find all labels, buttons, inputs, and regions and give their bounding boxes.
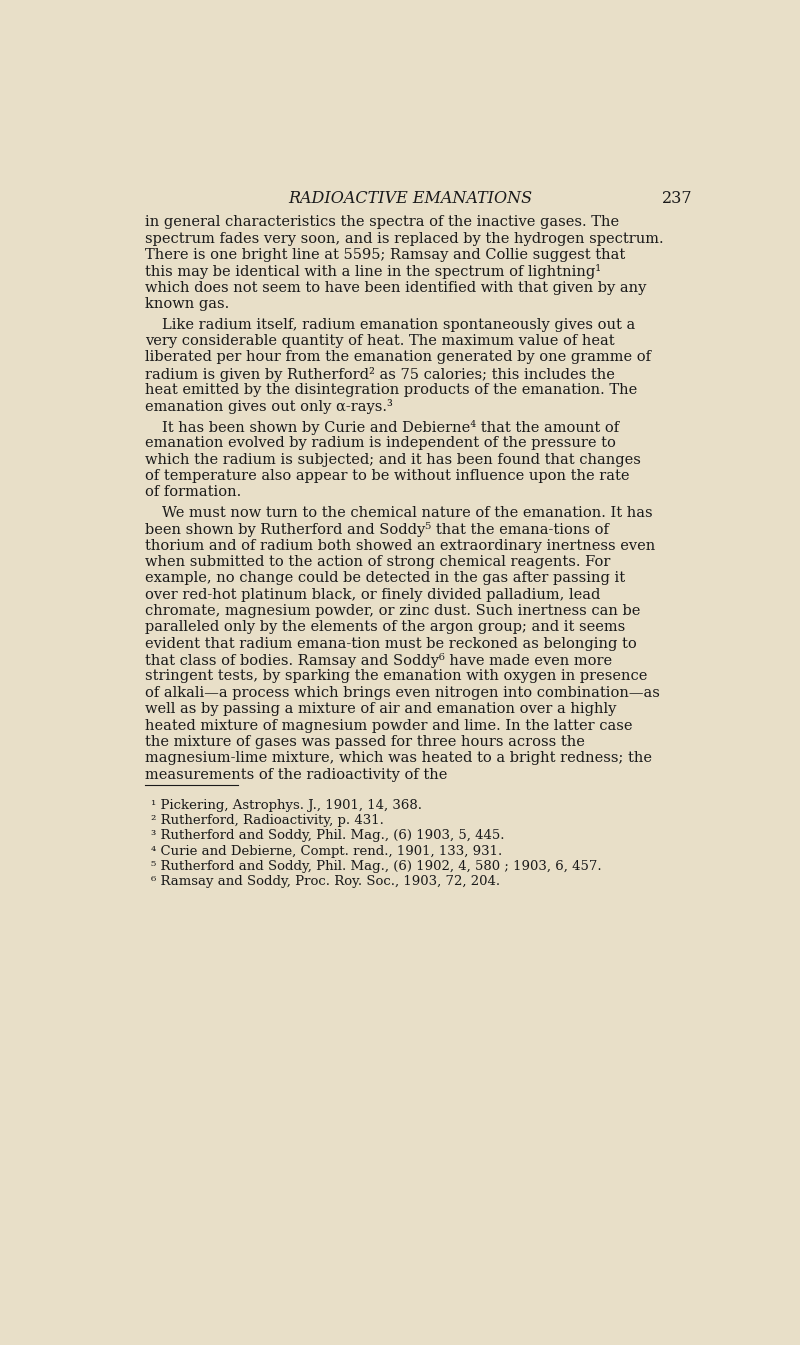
- Text: that class of bodies. Ramsay and Soddy⁶ have made even more: that class of bodies. Ramsay and Soddy⁶ …: [145, 654, 612, 668]
- Text: the mixture of gases was passed for three hours across the: the mixture of gases was passed for thre…: [145, 734, 585, 749]
- Text: heat emitted by the disintegration products of the emanation. The: heat emitted by the disintegration produ…: [145, 383, 637, 397]
- Text: known gas.: known gas.: [145, 297, 229, 311]
- Text: evident that radium emana­tion must be reckoned as belonging to: evident that radium emana­tion must be r…: [145, 636, 636, 651]
- Text: ⁶ Ramsay and Soddy, Proc. Roy. Soc., 1903, 72, 204.: ⁶ Ramsay and Soddy, Proc. Roy. Soc., 190…: [151, 876, 500, 888]
- Text: of temperature also appear to be without influence upon the rate: of temperature also appear to be without…: [145, 469, 629, 483]
- Text: of alkali—a process which brings even nitrogen into combination—as: of alkali—a process which brings even ni…: [145, 686, 659, 699]
- Text: radium is given by Rutherford² as 75 calories; this includes the: radium is given by Rutherford² as 75 cal…: [145, 367, 614, 382]
- Text: ⁴ Curie and Debierne, Compt. rend., 1901, 133, 931.: ⁴ Curie and Debierne, Compt. rend., 1901…: [151, 845, 502, 858]
- Text: in general characteristics the spectra of the inactive gases. The: in general characteristics the spectra o…: [145, 215, 618, 229]
- Text: when submitted to the action of strong chemical reagents. For: when submitted to the action of strong c…: [145, 555, 610, 569]
- Text: this may be identical with a line in the spectrum of lightning¹: this may be identical with a line in the…: [145, 265, 601, 280]
- Text: RADIOACTIVE EMANATIONS: RADIOACTIVE EMANATIONS: [288, 191, 532, 207]
- Text: emanation evolved by radium is independent of the pressure to: emanation evolved by radium is independe…: [145, 436, 615, 451]
- Text: been shown by Rutherford and Soddy⁵ that the emana­tions of: been shown by Rutherford and Soddy⁵ that…: [145, 522, 609, 537]
- Text: example, no change could be detected in the gas after passing it: example, no change could be detected in …: [145, 572, 625, 585]
- Text: ⁵ Rutherford and Soddy, Phil. Mag., (6) 1902, 4, 580 ; 1903, 6, 457.: ⁵ Rutherford and Soddy, Phil. Mag., (6) …: [151, 859, 602, 873]
- Text: thorium and of radium both showed an extraordinary inertness even: thorium and of radium both showed an ext…: [145, 538, 655, 553]
- Text: which does not seem to have been identified with that given by any: which does not seem to have been identif…: [145, 281, 646, 295]
- Text: liberated per hour from the emanation generated by one gramme of: liberated per hour from the emanation ge…: [145, 350, 650, 364]
- Text: Like radium itself, radium emanation spontaneously gives out a: Like radium itself, radium emanation spo…: [162, 317, 635, 332]
- Text: very considerable quantity of heat. The maximum value of heat: very considerable quantity of heat. The …: [145, 334, 614, 348]
- Text: magnesium-lime mixture, which was heated to a bright redness; the: magnesium-lime mixture, which was heated…: [145, 752, 652, 765]
- Text: paralleled only by the elements of the argon group; and it seems: paralleled only by the elements of the a…: [145, 620, 625, 635]
- Text: measurements of the radioactivity of the: measurements of the radioactivity of the: [145, 768, 447, 781]
- Text: of formation.: of formation.: [145, 486, 241, 499]
- Text: We must now turn to the chemical nature of the emanation. It has: We must now turn to the chemical nature …: [162, 506, 653, 521]
- Text: over red-hot platinum black, or finely divided palladium, lead: over red-hot platinum black, or finely d…: [145, 588, 600, 601]
- Text: There is one bright line at 5595; Ramsay and Collie suggest that: There is one bright line at 5595; Ramsay…: [145, 247, 625, 262]
- Text: ¹ Pickering, Astrophys. J., 1901, 14, 368.: ¹ Pickering, Astrophys. J., 1901, 14, 36…: [151, 799, 422, 811]
- Text: 237: 237: [662, 191, 692, 207]
- Text: ³ Rutherford and Soddy, Phil. Mag., (6) 1903, 5, 445.: ³ Rutherford and Soddy, Phil. Mag., (6) …: [151, 829, 504, 842]
- Text: heated mixture of magnesium powder and lime. In the latter case: heated mixture of magnesium powder and l…: [145, 718, 632, 733]
- Text: chromate, magnesium powder, or zinc dust. Such inertness can be: chromate, magnesium powder, or zinc dust…: [145, 604, 640, 619]
- Text: spectrum fades very soon, and is replaced by the hydrogen spectrum.: spectrum fades very soon, and is replace…: [145, 231, 663, 246]
- Text: ² Rutherford, Radioactivity, p. 431.: ² Rutherford, Radioactivity, p. 431.: [151, 814, 384, 827]
- Text: emanation gives out only α-rays.³: emanation gives out only α-rays.³: [145, 399, 393, 414]
- Text: well as by passing a mixture of air and emanation over a highly: well as by passing a mixture of air and …: [145, 702, 616, 717]
- Text: which the radium is subjected; and it has been found that changes: which the radium is subjected; and it ha…: [145, 453, 641, 467]
- Text: It has been shown by Curie and Debierne⁴ that the amount of: It has been shown by Curie and Debierne⁴…: [162, 420, 619, 434]
- Text: stringent tests, by sparking the emanation with oxygen in presence: stringent tests, by sparking the emanati…: [145, 670, 647, 683]
